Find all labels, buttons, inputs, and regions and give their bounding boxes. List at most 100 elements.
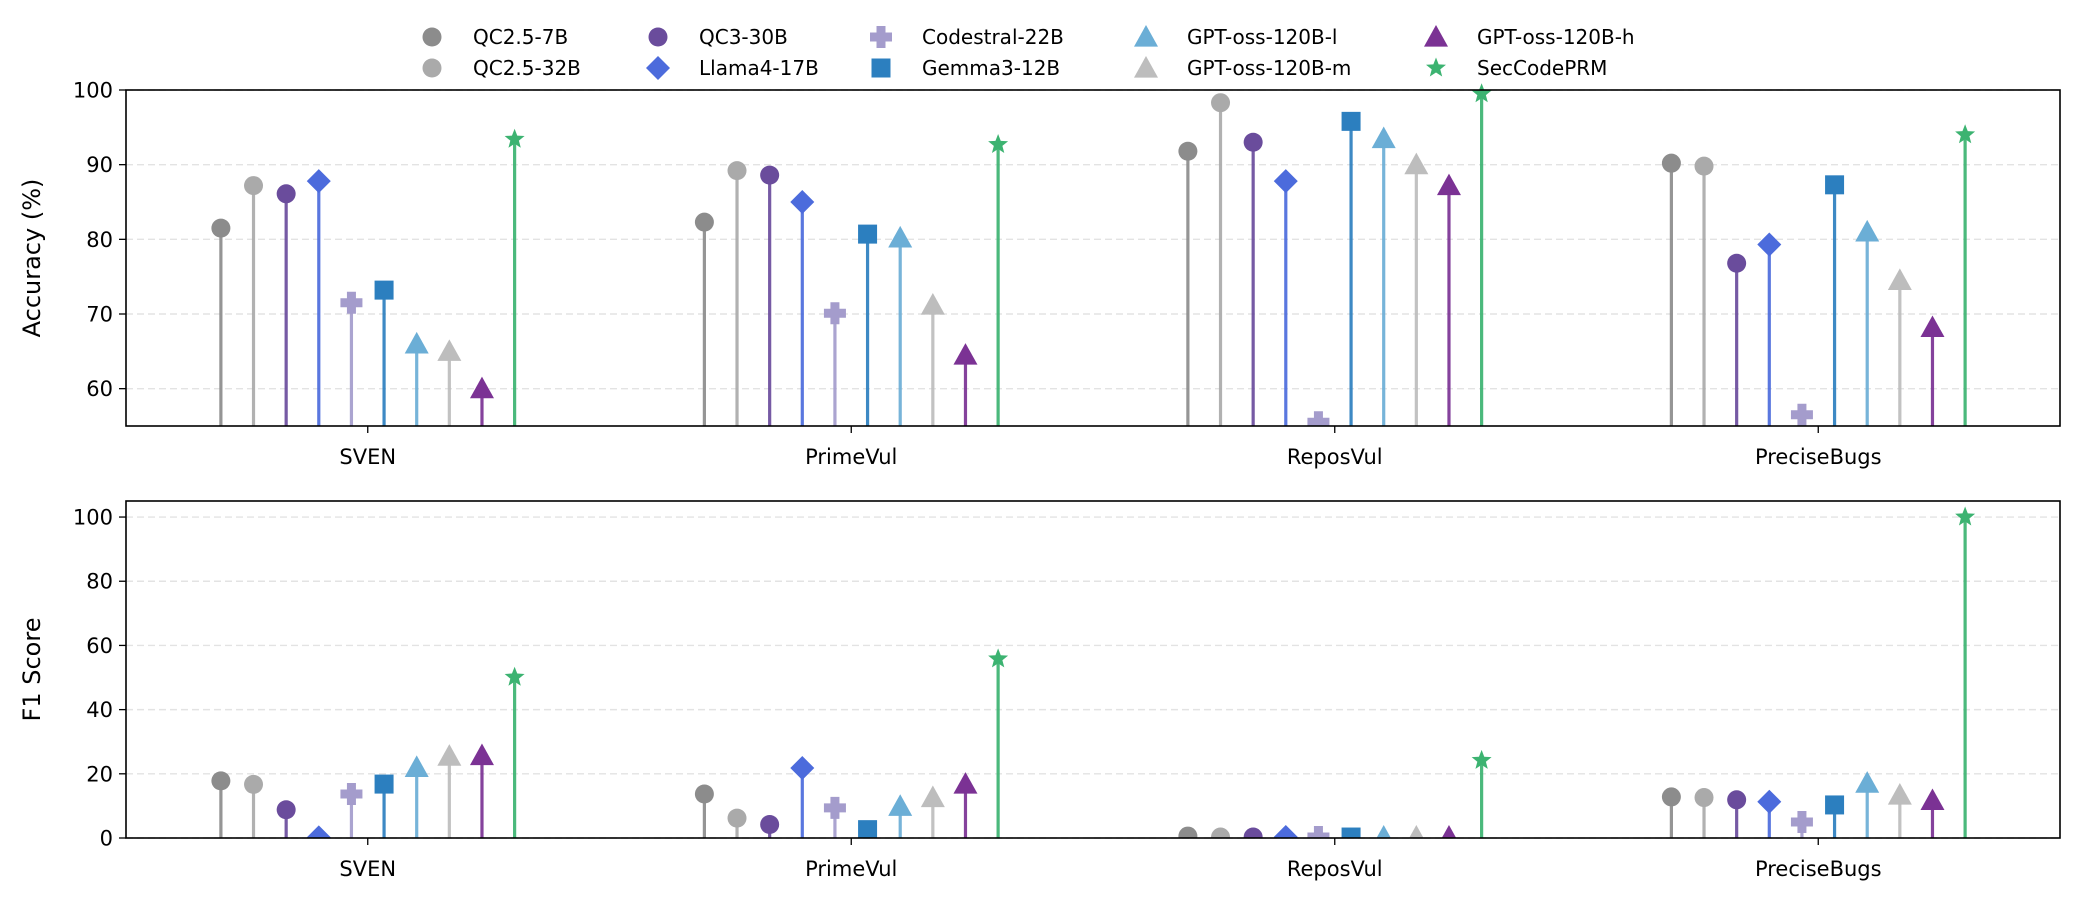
marker-codestral-22b-primevul — [823, 796, 846, 819]
marker-gpt-oss-120b-m-primevul — [920, 785, 945, 808]
legend-item-qc3-30b: QC3-30B — [648, 25, 788, 49]
marker-codestral-22b-sven — [340, 783, 363, 806]
marker-seccodeprm-precisebugs — [1955, 124, 1976, 144]
marker-gpt-oss-120b-l-precisebugs — [1855, 771, 1880, 793]
y-tick-label: 0 — [100, 827, 113, 851]
marker-codestral-22b-sven — [340, 291, 363, 314]
marker-gemma3-12b-reposvul — [1341, 827, 1361, 838]
marker-gpt-oss-120b-l-precisebugs — [1855, 219, 1880, 242]
marker-qc3-30b-reposvul — [1243, 827, 1263, 838]
series-gemma3-12b — [374, 111, 1845, 426]
legend-marker-gpt-oss-120b-l — [1134, 25, 1158, 47]
marker-qc3-30b-precisebugs — [1727, 790, 1747, 810]
panel-2: 0 20 40 60 80 100 SVEN PrimeVul ReposVul PreciseB… — [18, 500, 2061, 881]
marker-codestral-22b-primevul — [823, 302, 846, 325]
marker-gemma3-12b-sven — [374, 280, 394, 300]
legend-label: GPT-oss-120B-l — [1187, 25, 1338, 49]
marker-gemma3-12b-sven — [374, 774, 394, 794]
series-seccodeprm — [504, 506, 1976, 838]
marker-gpt-oss-120b-h-sven — [469, 376, 494, 399]
y-axis-title: F1 Score — [18, 618, 46, 722]
series-gpt-oss-120b-l — [404, 126, 1880, 426]
legend-label: Codestral-22B — [922, 25, 1064, 49]
marker-gemma3-12b-precisebugs — [1825, 175, 1845, 195]
marker-codestral-22b-reposvul — [1307, 826, 1330, 838]
series-llama4-17b — [306, 756, 1782, 838]
marker-qc2-5-7b-precisebugs — [1661, 153, 1681, 173]
marker-gpt-oss-120b-m-sven — [437, 339, 462, 361]
marker-llama4-17b-sven — [306, 169, 331, 194]
legend-marker-gpt-oss-120b-m — [1134, 56, 1158, 78]
series-qc2-5-32b — [244, 774, 1714, 838]
series-qc3-30b — [276, 790, 1747, 838]
legend-item-gpt-oss-120b-m: GPT-oss-120B-m — [1134, 56, 1351, 80]
legend-marker-seccodeprm — [1426, 57, 1446, 77]
marker-gpt-oss-120b-h-precisebugs — [1920, 788, 1945, 811]
marker-gpt-oss-120b-h-primevul — [953, 343, 978, 365]
marker-llama4-17b-reposvul — [1273, 825, 1298, 838]
marker-qc2-5-32b-sven — [244, 176, 264, 196]
marker-qc3-30b-primevul — [760, 165, 780, 185]
series-gpt-oss-120b-m — [437, 152, 1912, 426]
legend-item-gemma3-12b: Gemma3-12B — [871, 56, 1060, 80]
marker-qc3-30b-precisebugs — [1727, 253, 1747, 273]
marker-codestral-22b-precisebugs — [1790, 403, 1813, 426]
legend-label: QC2.5-32B — [473, 56, 581, 80]
marker-gpt-oss-120b-h-primevul — [953, 772, 978, 794]
marker-gpt-oss-120b-l-reposvul — [1371, 126, 1396, 149]
marker-llama4-17b-precisebugs — [1757, 789, 1782, 814]
x-tick-label-primevul: PrimeVul — [805, 857, 897, 881]
panel-1: 60 70 80 90 100 SVEN PrimeVul ReposVul PreciseBu… — [18, 79, 2061, 469]
marker-gpt-oss-120b-l-sven — [404, 755, 429, 777]
marker-qc2-5-7b-sven — [211, 771, 231, 791]
legend-marker-qc3-30b — [648, 27, 668, 47]
legend-item-gpt-oss-120b-h: GPT-oss-120B-h — [1424, 25, 1635, 49]
marker-seccodeprm-precisebugs — [1955, 506, 1976, 526]
series-gpt-oss-120b-h — [469, 173, 1945, 426]
series-llama4-17b — [306, 169, 1782, 426]
x-tick-label-precisebugs: PreciseBugs — [1755, 445, 1882, 469]
marker-gpt-oss-120b-l-primevul — [888, 225, 913, 248]
marker-qc2-5-32b-primevul — [727, 161, 747, 181]
marker-gpt-oss-120b-m-reposvul — [1404, 152, 1429, 175]
marker-gpt-oss-120b-h-sven — [469, 743, 494, 766]
x-tick-label-primevul: PrimeVul — [805, 445, 897, 469]
lollipop-marks — [211, 506, 1976, 838]
y-tick-label: 60 — [86, 634, 113, 658]
marker-qc2-5-7b-reposvul — [1178, 141, 1198, 161]
y-tick-label: 70 — [86, 303, 113, 327]
marker-qc3-30b-reposvul — [1243, 132, 1263, 152]
series-qc2-5-7b — [211, 141, 1681, 426]
legend-item-seccodeprm: SecCodePRM — [1426, 56, 1607, 80]
y-tick-label: 80 — [86, 570, 113, 594]
series-seccodeprm — [504, 83, 1976, 426]
series-gpt-oss-120b-m — [437, 744, 1912, 838]
marker-qc2-5-7b-sven — [211, 218, 231, 238]
series-qc3-30b — [276, 132, 1747, 426]
marker-gpt-oss-120b-h-reposvul — [1436, 173, 1461, 196]
y-axis-title: Accuracy (%) — [18, 179, 46, 338]
legend-item-qc2-5-7b: QC2.5-7B — [422, 25, 568, 49]
marker-llama4-17b-primevul — [790, 190, 815, 214]
marker-llama4-17b-sven — [306, 825, 331, 838]
x-tick-label-precisebugs: PreciseBugs — [1755, 857, 1882, 881]
marker-seccodeprm-reposvul — [1471, 83, 1492, 103]
legend: QC2.5-7B QC2.5-32B QC3-30B Llama4-17B Codest… — [422, 25, 1635, 80]
series-codestral-22b — [340, 783, 1813, 838]
marker-gpt-oss-120b-m-precisebugs — [1887, 268, 1912, 290]
marker-qc3-30b-primevul — [760, 815, 780, 835]
marker-gemma3-12b-precisebugs — [1825, 795, 1845, 815]
marker-gpt-oss-120b-h-reposvul — [1441, 825, 1457, 838]
x-tick-label-reposvul: ReposVul — [1287, 857, 1383, 881]
marker-gemma3-12b-primevul — [858, 224, 878, 244]
marker-qc2-5-32b-reposvul — [1211, 827, 1231, 838]
legend-label: GPT-oss-120B-m — [1187, 56, 1351, 80]
legend-item-llama4-17b: Llama4-17B — [646, 56, 819, 80]
series-qc2-5-32b — [244, 93, 1714, 426]
series-qc2-5-7b — [211, 771, 1681, 838]
marker-seccodeprm-reposvul — [1471, 749, 1492, 769]
y-tick-label: 80 — [86, 228, 113, 252]
marker-gpt-oss-120b-l-reposvul — [1376, 825, 1391, 838]
marker-gpt-oss-120b-l-primevul — [888, 794, 913, 816]
